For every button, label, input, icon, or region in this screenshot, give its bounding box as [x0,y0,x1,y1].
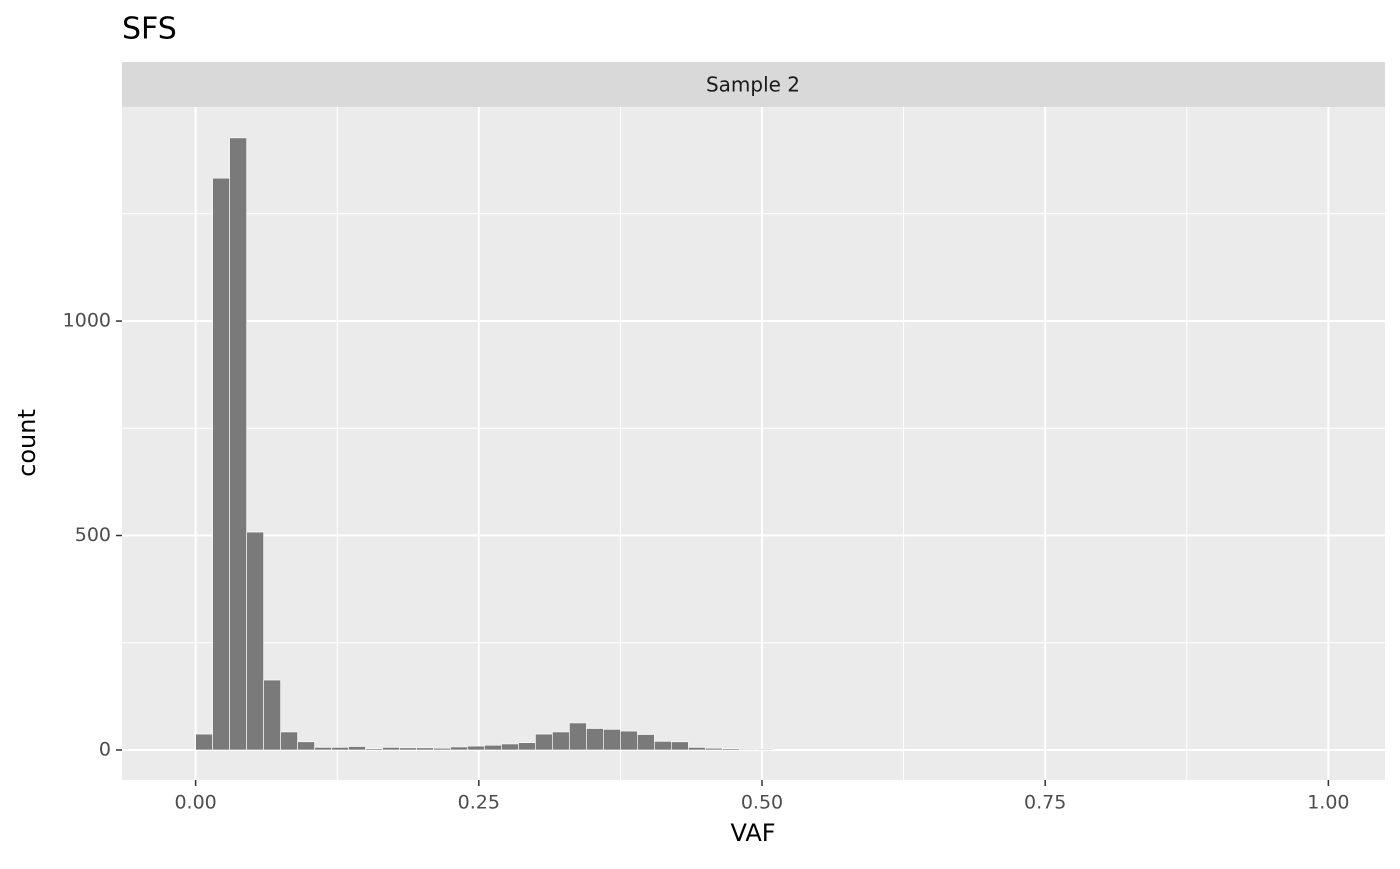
panel [122,107,1385,780]
bar [230,138,247,750]
bar [467,746,484,750]
bar [756,749,773,750]
bar [620,731,637,750]
bar [450,747,467,750]
bar [569,723,586,750]
x-tick-label: 0.75 [1024,792,1066,814]
y-tick-label: 0 [99,738,111,760]
x-tick-label: 0.50 [741,792,783,814]
bar [298,742,315,750]
bar [383,747,400,750]
bar [722,749,739,750]
bar [654,741,671,750]
bar [535,734,552,750]
y-axis-label: count [13,409,41,477]
bar [671,742,688,750]
bar [603,729,620,750]
bar [281,732,298,750]
bar [366,749,383,750]
bar [213,178,230,750]
bar [400,748,417,750]
bar [264,680,281,750]
bar [705,748,722,750]
bar [739,749,756,750]
x-axis-label: VAF [730,819,775,847]
bar [247,532,264,750]
bar [586,729,603,750]
bar [518,743,535,750]
facet-label: Sample 2 [706,73,800,97]
y-tick-label: 1000 [63,310,111,332]
bar [484,745,501,750]
x-tick-label: 1.00 [1307,792,1349,814]
chart-title: SFS [122,12,177,47]
y-tick-label: 500 [75,524,111,546]
bar [349,747,366,750]
bar [196,734,213,750]
bar [637,735,654,750]
x-tick-label: 0.00 [174,792,216,814]
bar [315,747,332,750]
bar [332,747,349,750]
bar [552,732,569,750]
bar [501,744,518,750]
bar [417,748,434,750]
x-tick-label: 0.25 [458,792,500,814]
bar [434,748,451,750]
bar [688,747,705,750]
